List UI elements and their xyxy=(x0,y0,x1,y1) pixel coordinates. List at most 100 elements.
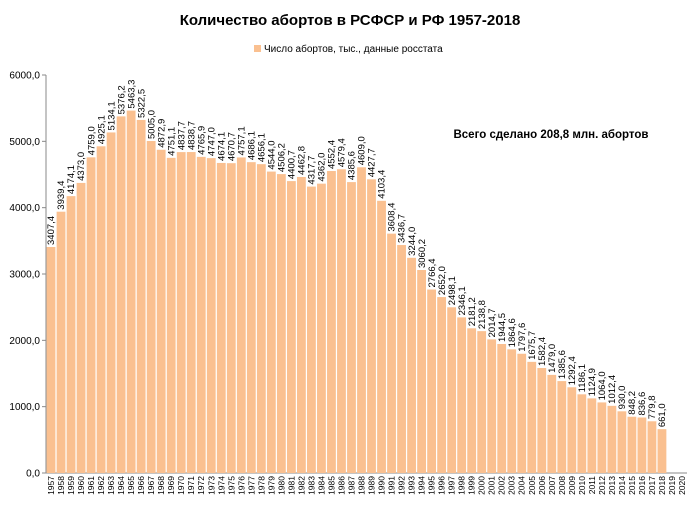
bar-2008 xyxy=(557,381,567,473)
bar-1999 xyxy=(467,328,477,473)
x-tick-label-1991: 1991 xyxy=(387,476,397,495)
bar-1961 xyxy=(86,157,96,473)
data-label-1972: 4765,9 xyxy=(196,126,207,155)
data-label-1976: 4757,1 xyxy=(237,126,248,155)
data-label-2008: 1385,6 xyxy=(557,350,568,379)
x-tick-label-1966: 1966 xyxy=(136,476,146,495)
bar-1991 xyxy=(387,233,396,473)
data-label-1989: 4427,7 xyxy=(367,148,378,177)
data-label-2000: 2138,8 xyxy=(477,300,488,329)
x-tick-label-1958: 1958 xyxy=(56,476,66,495)
x-tick-label-1999: 1999 xyxy=(467,476,477,495)
bar-1975 xyxy=(226,163,236,473)
x-tick-label-1971: 1971 xyxy=(186,476,196,495)
bar-1973 xyxy=(206,158,216,473)
x-tick-label-2004: 2004 xyxy=(517,476,527,495)
bar-1987 xyxy=(347,182,356,473)
bar-1994 xyxy=(417,270,426,473)
bar-1959 xyxy=(66,196,76,473)
x-tick-label-1972: 1972 xyxy=(196,476,206,495)
data-label-1964: 5376,2 xyxy=(116,85,127,114)
x-tick-label-1978: 1978 xyxy=(256,476,266,495)
data-label-1987: 4385,6 xyxy=(347,151,358,180)
x-tick-label-1997: 1997 xyxy=(447,476,457,495)
bar-1958 xyxy=(56,211,66,473)
data-label-1988: 4609,0 xyxy=(357,136,368,165)
x-tick-label-1989: 1989 xyxy=(367,476,377,495)
data-label-1965: 5463,3 xyxy=(126,80,137,109)
x-tick-label-2007: 2007 xyxy=(547,476,557,495)
x-tick-label-1986: 1986 xyxy=(336,476,346,495)
data-label-1994: 3060,2 xyxy=(417,239,428,268)
x-tick-label-2018: 2018 xyxy=(657,476,667,495)
bar-1988 xyxy=(357,167,366,473)
x-tick-label-2019: 2019 xyxy=(667,476,677,495)
x-tick-label-2020: 2020 xyxy=(677,476,687,495)
data-label-1974: 4674,1 xyxy=(216,132,227,161)
bar-2001 xyxy=(487,339,497,473)
data-label-1980: 4506,2 xyxy=(277,143,288,172)
y-tick-label: 6000,0 xyxy=(9,71,40,82)
data-label-1966: 5322,5 xyxy=(136,89,147,118)
data-label-2005: 1675,7 xyxy=(527,331,538,360)
bar-2005 xyxy=(527,361,537,473)
x-tick-label-1964: 1964 xyxy=(116,476,126,495)
bar-1968 xyxy=(156,149,166,473)
x-tick-label-1984: 1984 xyxy=(316,476,326,495)
data-label-1958: 3939,4 xyxy=(56,181,67,210)
bar-1976 xyxy=(236,157,246,473)
bar-1978 xyxy=(256,164,266,473)
x-tick-label-1970: 1970 xyxy=(176,476,186,495)
bar-2015 xyxy=(627,416,637,473)
x-tick-label-1988: 1988 xyxy=(356,476,366,495)
y-axis-ticks: 0,0 1000,0 2000,0 3000,0 4000,0 5000,0 6000,0 xyxy=(9,71,46,480)
bar-1971 xyxy=(186,152,196,473)
bar-2009 xyxy=(567,387,577,473)
bar-1993 xyxy=(407,257,416,473)
x-axis-ticks: 1957 1958 1959 1960 1961 1962 1963 1964 1965 1966… xyxy=(46,476,687,495)
x-tick-label-1973: 1973 xyxy=(206,476,216,495)
x-tick-label-2000: 2000 xyxy=(477,476,487,495)
data-label-1992: 3436,7 xyxy=(397,214,408,243)
x-tick-label-1960: 1960 xyxy=(76,476,86,495)
data-label-2015: 848,2 xyxy=(627,391,638,415)
legend-label: Число абортов, тыс., данные росстата xyxy=(264,43,443,55)
x-tick-label-1967: 1967 xyxy=(146,476,156,495)
x-tick-label-2002: 2002 xyxy=(497,476,507,495)
data-label-2006: 1582,4 xyxy=(537,337,548,366)
bar-1997 xyxy=(447,307,457,473)
bar-1964 xyxy=(116,116,126,473)
bar-2002 xyxy=(497,344,507,473)
x-tick-label-1969: 1969 xyxy=(166,476,176,495)
y-tick-label: 1000,0 xyxy=(9,402,40,413)
bar-1966 xyxy=(136,119,146,473)
x-tick-label-1985: 1985 xyxy=(326,476,336,495)
bar-1980 xyxy=(276,174,286,473)
data-label-2018: 661,0 xyxy=(657,403,668,427)
bar-1960 xyxy=(76,182,86,474)
y-tick-label: 4000,0 xyxy=(9,203,40,214)
bar-2012 xyxy=(597,402,607,473)
x-tick-label-2017: 2017 xyxy=(647,476,657,495)
data-label-1978: 4656,1 xyxy=(257,133,268,162)
bar-1962 xyxy=(96,146,106,474)
x-tick-label-1993: 1993 xyxy=(407,476,417,495)
data-label-1998: 2346,1 xyxy=(457,286,468,315)
data-label-1982: 4462,8 xyxy=(297,146,308,175)
bar-1998 xyxy=(457,317,467,473)
data-label-1957: 3407,4 xyxy=(46,216,57,245)
x-tick-label-1962: 1962 xyxy=(96,476,106,495)
bar-1979 xyxy=(266,171,276,473)
bar-1957 xyxy=(46,246,56,473)
data-label-2004: 1797,6 xyxy=(517,323,528,352)
bar-1989 xyxy=(367,179,376,474)
x-tick-label-2003: 2003 xyxy=(507,476,517,495)
data-label-1961: 4759,0 xyxy=(86,126,97,155)
bar-2004 xyxy=(517,353,527,473)
bar-1992 xyxy=(397,245,406,473)
data-label-2016: 836,6 xyxy=(637,392,648,416)
bar-2006 xyxy=(537,368,547,473)
x-tick-label-2011: 2011 xyxy=(587,476,597,495)
